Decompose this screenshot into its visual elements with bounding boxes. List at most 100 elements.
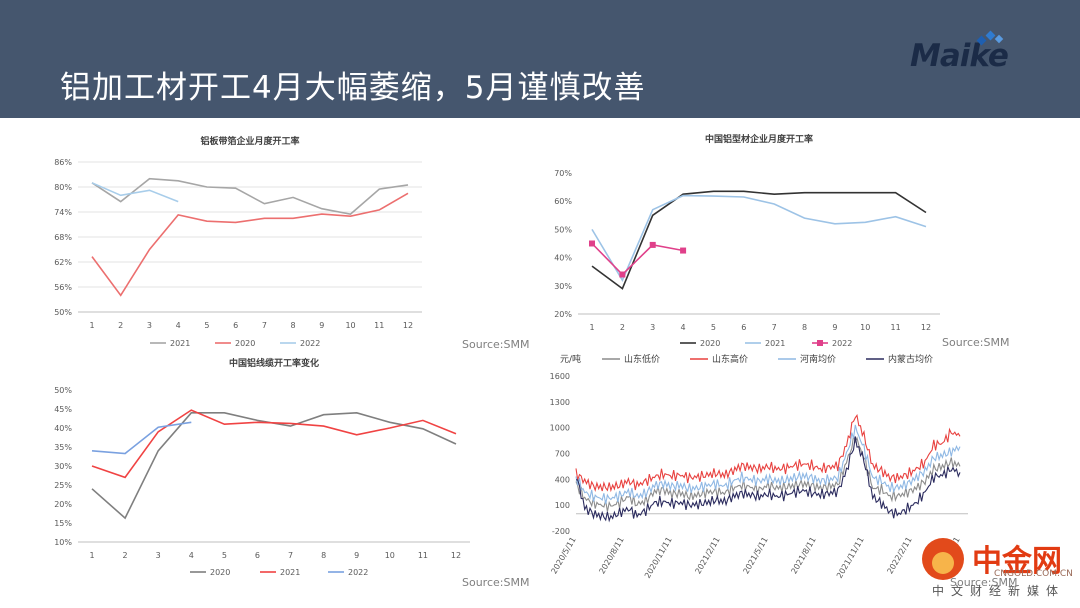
chart-title: 铝板带箔企业月度开工率 [200,135,299,147]
x-tick-label: 6 [255,551,260,560]
x-tick-label: 7 [262,321,267,330]
x-tick-label: 3 [156,551,161,560]
cngold-watermark: 中金网 CNGOLD.COM.CN 中文财经新媒体 [922,534,1080,608]
chart-title: 中国铝型材企业月度开工率 [705,133,813,145]
legend-label: 河南均价 [800,353,836,365]
y-tick-label: 50% [554,225,572,234]
x-tick-label: 2021/5/11 [741,536,769,576]
y-tick-label: 60% [554,197,572,206]
y-tick-label: 10% [54,538,72,547]
x-tick-label: 9 [319,321,324,330]
source-label-1: Source:SMM [462,338,530,351]
legend-label: 2021 [765,339,785,348]
y-tick-label: 30% [54,462,72,471]
legend-label: 内蒙古均价 [888,353,933,365]
x-tick-label: 3 [147,321,152,330]
x-tick-label: 10 [385,551,395,560]
y-tick-label: 86% [54,158,72,167]
data-point [649,241,656,248]
x-tick-label: 11 [374,321,384,330]
series-line-山东高价 [575,414,961,493]
watermark-slogan: 中文财经新媒体 [932,584,1066,598]
x-tick-label: 10 [860,323,870,332]
series-line-河南均价 [575,424,961,505]
x-tick-label: 8 [291,321,296,330]
x-tick-label: 2021/11/11 [835,536,866,580]
y-tick-label: 25% [54,481,72,490]
source-label-3: Source:SMM [462,576,530,589]
y-tick-label: 15% [54,519,72,528]
x-tick-label: 1 [89,321,94,330]
data-point [619,271,626,278]
source-label-2: Source:SMM [942,336,1010,349]
chart-title: 中国铝线缆开工率变化 [229,357,319,369]
x-tick-label: 2 [620,323,625,332]
x-tick-label: 2020/11/11 [643,536,674,580]
y-tick-label: 30% [554,282,572,291]
x-tick-label: 4 [681,323,686,332]
y-tick-label: 68% [54,233,72,242]
x-tick-label: 6 [741,323,746,332]
x-tick-label: 8 [802,323,807,332]
y-tick-label: 35% [54,443,72,452]
source-label-4: Source:SMM [950,576,1018,589]
x-tick-label: 12 [403,321,413,330]
x-tick-label: 7 [288,551,293,560]
legend-label: 2020 [235,339,255,348]
header-bar: 铝加工材开工4月大幅萎缩，5月谨慎改善 Maike [0,0,1080,118]
chart-processing-fee-prices: 元/吨 山东低价 山东高价 河南均价 内蒙古均价 -200 100 400 700 1000 130… [549,353,968,580]
watermark-url: CNGOLD.COM.CN [994,569,1073,579]
series-line-2022 [91,182,179,203]
series-line-2022 [591,242,684,276]
legend-label: 2021 [280,568,300,577]
y-tick-label: 40% [554,254,572,263]
x-tick-label: 6 [233,321,238,330]
series-line-2021 [591,194,927,282]
y-tick-label: 40% [54,424,72,433]
x-tick-label: 2021/2/11 [693,536,721,576]
cngold-logo-icon [922,538,964,580]
x-tick-label: 8 [321,551,326,560]
maike-logo: Maike [908,30,1038,76]
x-tick-label: 12 [451,551,461,560]
x-tick-label: 2 [123,551,128,560]
x-tick-label: 4 [176,321,181,330]
y-axis-unit: 元/吨 [560,353,581,365]
series-line-2020 [91,411,457,520]
series-line-2022 [91,421,192,455]
legend-label: 山东高价 [712,353,748,365]
series-line-2021 [91,409,457,479]
watermark-name: 中金网 [972,544,1062,579]
y-tick-label: 1300 [550,398,570,407]
x-tick-label: 1 [89,551,94,560]
legend-label: 山东低价 [624,353,660,365]
y-tick-label: 1000 [550,424,570,433]
y-tick-label: 1600 [550,372,570,381]
legend-label: 2020 [700,339,720,348]
x-tick-label: 9 [832,323,837,332]
y-tick-label: 74% [54,208,72,217]
x-tick-label: 9 [354,551,359,560]
x-tick-label: 7 [772,323,777,332]
x-tick-label: 5 [711,323,716,332]
y-tick-label: -200 [552,527,570,536]
x-tick-label: 2022/2/11 [885,536,913,576]
x-tick-label: 12 [921,323,931,332]
legend-label: 2022 [832,339,852,348]
x-tick-label: 3 [650,323,655,332]
y-tick-label: 45% [54,405,72,414]
logo-cube-icon [976,30,1004,46]
series-line-2020 [591,190,927,290]
legend-label: 2021 [170,339,190,348]
x-tick-label: 2020/5/11 [549,536,577,576]
y-tick-label: 80% [54,183,72,192]
y-tick-label: 62% [54,258,72,267]
x-tick-label: 10 [345,321,355,330]
x-tick-label: 5 [222,551,227,560]
y-tick-label: 50% [54,308,72,317]
legend-marker [817,340,823,346]
y-tick-label: 100 [555,501,570,510]
